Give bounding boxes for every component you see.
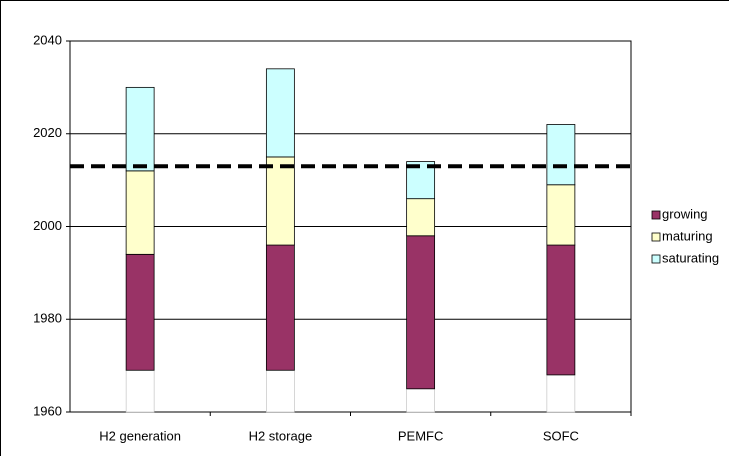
legend-swatch	[651, 210, 661, 220]
y-tick-label: 1980	[33, 311, 62, 326]
legend-swatch	[651, 232, 661, 242]
base-segment	[266, 369, 295, 413]
bar-segment	[406, 198, 436, 237]
bar-segment	[265, 244, 295, 371]
base-segment	[125, 369, 155, 413]
bar-segment	[546, 184, 576, 246]
base-segment	[546, 374, 576, 413]
y-tick-label: 1960	[33, 403, 62, 418]
legend-label: saturating	[662, 250, 719, 265]
x-tick-label: H2 generation	[99, 428, 181, 443]
y-tick-label: 2040	[33, 32, 62, 47]
bar-segment	[265, 156, 295, 246]
base-segment	[406, 388, 435, 413]
bar-segment	[406, 235, 436, 390]
x-tick-label: PEMFC	[398, 428, 444, 443]
bar-segment	[546, 244, 576, 376]
bar-segment	[125, 86, 155, 172]
bar-segment	[125, 253, 155, 371]
legend-label: growing	[662, 206, 708, 221]
legend-label: maturing	[662, 228, 713, 243]
x-tick-label: H2 storage	[249, 428, 313, 443]
legend-swatch	[651, 254, 661, 264]
y-tick-label: 2020	[33, 125, 62, 140]
x-tick-label: SOFC	[543, 428, 579, 443]
bar-segment	[546, 124, 576, 186]
bar-segment	[265, 68, 295, 158]
bar-segment	[125, 170, 155, 255]
y-tick-label: 2000	[33, 218, 62, 233]
